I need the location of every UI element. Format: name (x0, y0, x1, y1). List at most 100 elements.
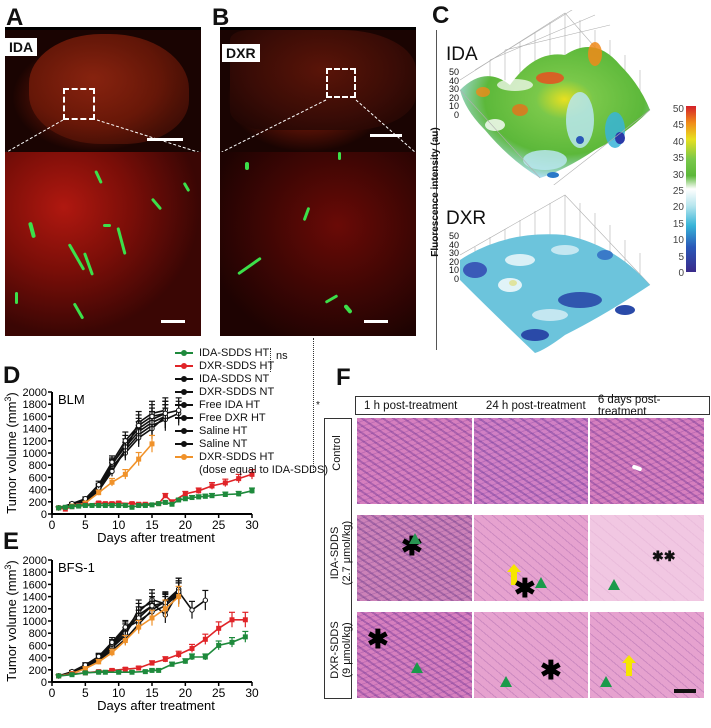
panel-label-d: D (3, 362, 21, 389)
vessel (15, 292, 18, 304)
vessel (150, 197, 163, 211)
dxr-surface-label: DXR (446, 208, 487, 229)
legend-item: Free IDA HT (175, 398, 260, 411)
scale-bar (161, 320, 185, 323)
legend-marker (175, 413, 193, 423)
vessel (94, 170, 103, 184)
he-control-1h (357, 418, 472, 504)
double-asterisk-icon: ✱✱ (652, 548, 676, 564)
panel-label-a: A (6, 4, 24, 31)
legend-marker (175, 348, 193, 358)
legend-marker (175, 361, 193, 371)
svg-text:20: 20 (179, 686, 193, 700)
row-sublabel-dxr-dose: (9 μmol/kg) (341, 622, 353, 678)
he-ida-1h: ✱ (357, 515, 472, 601)
vessel (324, 294, 339, 304)
legend-item: DXR-SDDS NT (175, 385, 274, 398)
vessel (116, 227, 127, 255)
green-triangle-icon (535, 577, 547, 588)
scale-bar (370, 134, 402, 137)
legend-marker (175, 400, 193, 410)
vessel (245, 162, 249, 170)
svg-text:600: 600 (29, 640, 47, 652)
svg-text:600: 600 (29, 472, 47, 484)
svg-text:Days after treatment: Days after treatment (97, 530, 215, 545)
ida-magnified-image (5, 152, 201, 336)
legend-marker (175, 374, 193, 384)
svg-text:25: 25 (212, 518, 226, 532)
he-control-6d (590, 418, 704, 504)
he-dxr-6d (590, 612, 704, 698)
he-ida-6d: ✱✱ (590, 515, 704, 601)
vessel (302, 206, 311, 222)
svg-text:1000: 1000 (23, 448, 47, 460)
star-label: * (316, 400, 320, 411)
scale-bar (674, 689, 696, 693)
svg-text:BLM: BLM (58, 392, 85, 407)
svg-text:30: 30 (245, 518, 259, 532)
c-y-axis-label: Fluorescence intensity (au) (430, 127, 441, 257)
svg-text:5: 5 (82, 686, 89, 700)
necrosis-asterisk-icon: ✱ (367, 624, 389, 654)
star-bracket (313, 338, 314, 472)
vessel (338, 152, 341, 160)
green-triangle-icon (411, 662, 423, 673)
column-header-1h: 1 h post-treatment (364, 399, 458, 412)
svg-text:30: 30 (245, 686, 259, 700)
svg-text:200: 200 (29, 497, 47, 509)
svg-text:1000: 1000 (23, 616, 47, 628)
svg-text:1600: 1600 (23, 579, 47, 591)
svg-text:10: 10 (112, 518, 126, 532)
row-label-control: Control (331, 435, 343, 471)
legend-item: IDA-SDDS HT (175, 346, 269, 359)
svg-text:Tumor volume (mm3): Tumor volume (mm3) (3, 392, 19, 514)
svg-text:800: 800 (29, 628, 47, 640)
green-triangle-icon (608, 579, 620, 590)
vessel (72, 302, 85, 320)
vessel (343, 303, 353, 315)
svg-text:400: 400 (29, 485, 47, 497)
svg-text:25: 25 (212, 686, 226, 700)
svg-text:2000: 2000 (23, 388, 47, 399)
vessel (67, 243, 86, 271)
necrosis-asterisk-icon: ✱ (514, 573, 536, 601)
legend-marker (175, 387, 193, 397)
zoom-guide-lines (5, 119, 201, 154)
c-axis-line (436, 30, 437, 350)
svg-text:Days after treatment: Days after treatment (97, 698, 215, 713)
panel-a-header-bar (5, 27, 201, 31)
panel-label-e: E (3, 528, 20, 555)
svg-text:1800: 1800 (23, 567, 47, 579)
svg-text:2000: 2000 (23, 556, 47, 567)
he-dxr-24h: ✱ (474, 612, 588, 698)
ns-label: ns (276, 350, 288, 362)
column-header-6d: 6 days post-treatment (597, 393, 661, 418)
yellow-arrow-icon (507, 564, 521, 585)
row-sublabel-ida-dose: (2.7 μmol/kg) (341, 520, 353, 586)
necrosis-asterisk-icon: ✱ (540, 655, 562, 685)
svg-text:0: 0 (41, 677, 47, 689)
dxr-overview-image: DXR (220, 30, 416, 152)
svg-text:1200: 1200 (23, 604, 47, 616)
svg-text:0: 0 (49, 518, 56, 532)
svg-text:800: 800 (29, 460, 47, 472)
scale-bar (147, 138, 183, 141)
panel-label-b: B (212, 4, 230, 31)
vessel (182, 181, 191, 193)
column-header-24h: 24 h post-treatment (485, 399, 586, 412)
dxr-surface-plot (459, 194, 651, 353)
colorbar (686, 106, 696, 272)
legend-item: DXR-SDDS HT (175, 450, 274, 463)
zoom-region-box (63, 88, 95, 120)
panel-label-c: C (432, 2, 450, 29)
he-dxr-1h: ✱ (357, 612, 472, 698)
ida-overview-image: IDA (5, 30, 201, 152)
vessel (103, 224, 111, 227)
he-ida-24h: ✱ (474, 515, 588, 601)
dxr-magnified-image (220, 152, 416, 336)
dxr-tag: DXR (222, 44, 260, 62)
he-control-24h (474, 418, 588, 504)
zoom-guide-lines (220, 99, 416, 154)
